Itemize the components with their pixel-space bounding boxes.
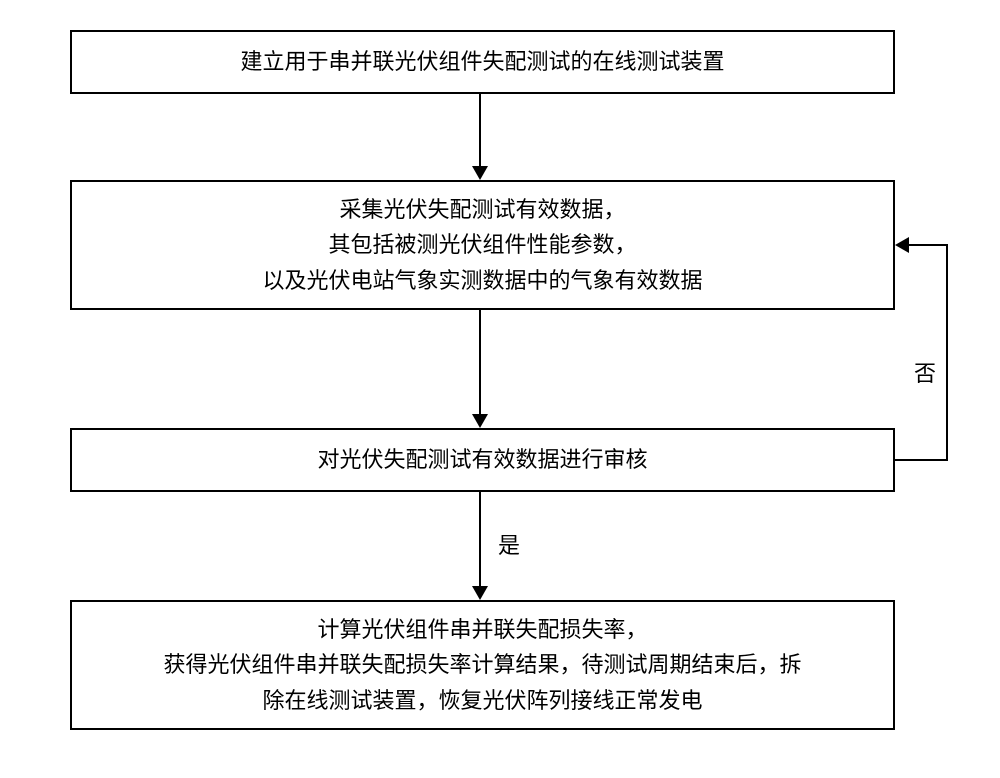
- flowchart-box-2: 采集光伏失配测试有效数据， 其包括被测光伏组件性能参数， 以及光伏电站气象实测数…: [70, 180, 895, 310]
- box4-line3: 除在线测试装置，恢复光伏阵列接线正常发电: [262, 683, 702, 718]
- feedback-line-vertical: [946, 244, 948, 461]
- arrow-2-head: [472, 414, 488, 428]
- box2-line2: 其包括被测光伏组件性能参数，: [328, 227, 636, 262]
- label-yes: 是: [494, 528, 524, 560]
- label-no: 否: [910, 356, 940, 388]
- flowchart-container: 建立用于串并联光伏组件失配测试的在线测试装置 采集光伏失配测试有效数据， 其包括…: [0, 0, 1000, 778]
- flowchart-box-1: 建立用于串并联光伏组件失配测试的在线测试装置: [70, 30, 895, 94]
- feedback-line-bottom: [895, 459, 948, 461]
- box2-line3: 以及光伏电站气象实测数据中的气象有效数据: [262, 263, 702, 298]
- flowchart-box-4: 计算光伏组件串并联失配损失率， 获得光伏组件串并联失配损失率计算结果，待测试周期…: [70, 600, 895, 730]
- feedback-line-top: [907, 244, 948, 246]
- box2-line1: 采集光伏失配测试有效数据，: [339, 192, 625, 227]
- arrow-2-line: [479, 310, 481, 416]
- feedback-arrow-head: [895, 237, 909, 253]
- arrow-1-head: [472, 166, 488, 180]
- arrow-3-head: [472, 586, 488, 600]
- box4-line1: 计算光伏组件串并联失配损失率，: [317, 612, 647, 647]
- arrow-3-line: [479, 492, 481, 588]
- box1-text: 建立用于串并联光伏组件失配测试的在线测试装置: [240, 44, 724, 79]
- arrow-1-line: [479, 94, 481, 168]
- box3-text: 对光伏失配测试有效数据进行审核: [317, 442, 647, 477]
- box4-line2: 获得光伏组件串并联失配损失率计算结果，待测试周期结束后，拆: [163, 647, 801, 682]
- flowchart-box-3: 对光伏失配测试有效数据进行审核: [70, 428, 895, 492]
